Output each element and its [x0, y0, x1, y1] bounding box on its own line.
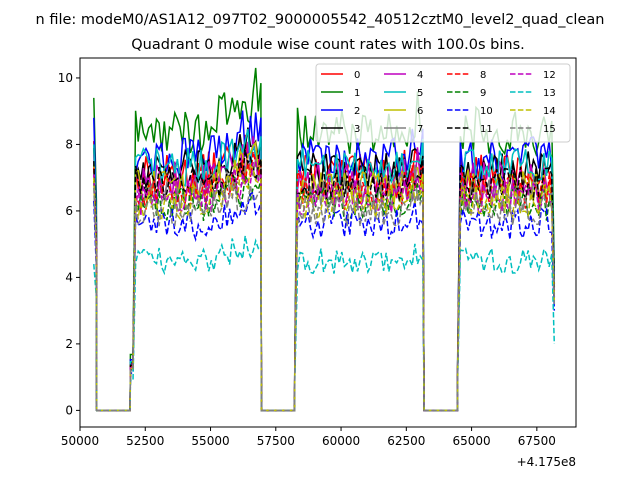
x-tick-label: 65000 [452, 434, 490, 448]
legend-label: 1 [354, 88, 360, 99]
y-tick-label: 6 [65, 204, 73, 218]
legend-label: 15 [543, 124, 556, 135]
legend-label: 9 [480, 88, 486, 99]
legend-label: 3 [354, 124, 360, 135]
legend-box [315, 63, 571, 143]
x-tick-label: 50000 [61, 434, 99, 448]
x-tick-label: 62500 [387, 434, 425, 448]
y-axis: 0 2 4 6 8 10 [58, 71, 80, 417]
axes-frame [79, 57, 577, 428]
series-line-13 [93, 235, 556, 412]
series-line-14 [93, 163, 556, 412]
x-tick-label: 55000 [191, 434, 229, 448]
y-tick-label: 8 [65, 137, 73, 151]
series-line-15 [93, 182, 556, 412]
x-tick-label: 52500 [126, 434, 164, 448]
series-line-9 [93, 173, 556, 412]
x-axis-offset-label: +4.175e8 [517, 455, 576, 469]
x-tick-label: 57500 [257, 434, 295, 448]
y-tick-label: 0 [65, 403, 73, 417]
series-layer [93, 67, 556, 412]
legend-label: 5 [417, 88, 423, 99]
x-tick-label: 60000 [322, 434, 360, 448]
figure-suptitle: n file: modeM0/AS1A12_097T02_9000005542_… [36, 12, 605, 28]
legend-label: 0 [354, 70, 360, 81]
legend-label: 13 [543, 88, 556, 99]
series-line-11 [93, 149, 556, 412]
x-tick-label: 67500 [518, 434, 556, 448]
legend-label: 7 [417, 124, 423, 135]
legend-label: 8 [480, 70, 486, 81]
legend-label: 6 [417, 106, 423, 117]
legend-label: 14 [543, 106, 556, 117]
series-line-2 [93, 110, 556, 412]
y-tick-label: 4 [65, 270, 73, 284]
y-tick-label: 10 [58, 71, 73, 85]
series-line-10 [93, 191, 556, 412]
chart-title: Quadrant 0 module wise count rates with … [131, 37, 525, 53]
legend-label: 2 [354, 106, 360, 117]
legend-label: 4 [417, 70, 423, 81]
legend-label: 10 [480, 106, 493, 117]
x-axis: 50000 52500 55000 57500 60000 62500 65000 67500 [61, 427, 556, 448]
y-tick-label: 2 [65, 337, 73, 351]
legend-label: 11 [480, 124, 493, 135]
legend-label: 12 [543, 70, 556, 81]
